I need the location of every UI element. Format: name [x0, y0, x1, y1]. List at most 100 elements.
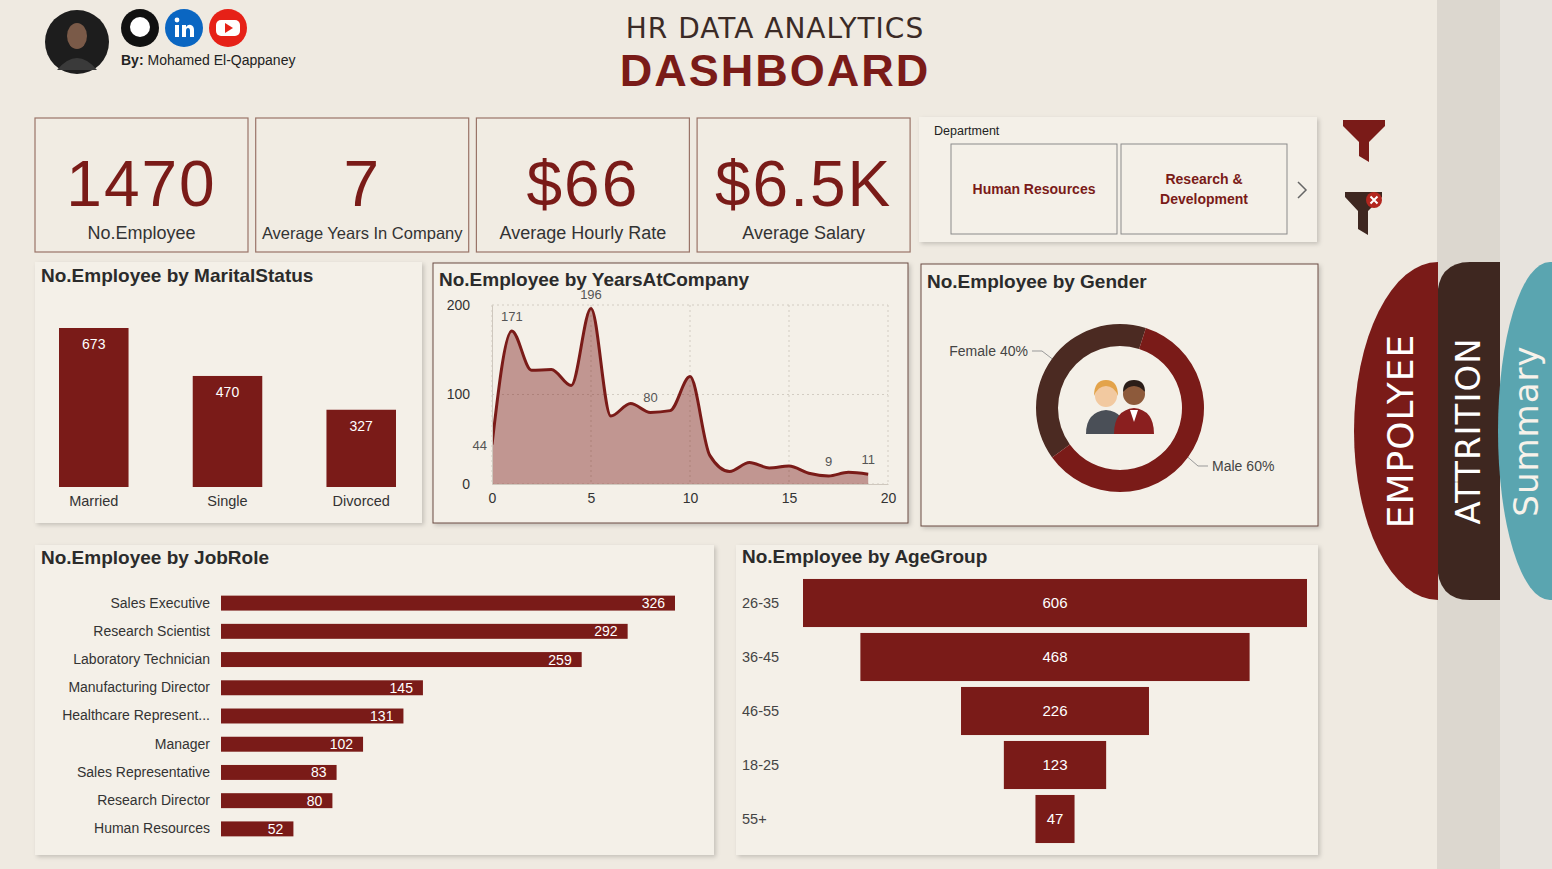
tab-attrition[interactable]	[1437, 262, 1500, 600]
data-label: Female40%	[949, 343, 1028, 359]
panel-frame	[736, 545, 1318, 855]
youtube-icon-mark	[225, 23, 233, 33]
tab-employee[interactable]	[1354, 262, 1438, 600]
slicer-title: Department	[934, 124, 1000, 138]
x-tick-label: 15	[782, 490, 798, 506]
area-series	[492, 309, 868, 484]
chart-title: No.Employee by MaritalStatus	[41, 265, 313, 286]
category-label: 18-25	[742, 757, 779, 773]
dashboard-title: HR DATA ANALYTICS	[626, 12, 924, 45]
icon-collar	[1130, 410, 1138, 422]
y-tick-label: 0	[462, 476, 470, 492]
data-label: 123	[1042, 756, 1067, 773]
tab-label[interactable]: ATTRITION	[1448, 337, 1488, 524]
chart-title: No.Employee by JobRole	[41, 547, 269, 568]
x-tick: Married	[69, 487, 118, 509]
slicer-button[interactable]	[1121, 144, 1287, 234]
x-tick-label: Single	[207, 493, 247, 509]
x-axis: 0 5 10 15 20	[489, 484, 897, 506]
bar	[326, 410, 396, 487]
funnel-bar	[860, 633, 1249, 681]
chart-title: No.Employee by Gender	[927, 271, 1147, 292]
x-tick: 5	[588, 484, 596, 506]
github-icon[interactable]	[121, 9, 159, 47]
text-line: Development	[1160, 191, 1248, 207]
donut	[1036, 324, 1204, 492]
slicer-next[interactable]	[1298, 182, 1306, 198]
bar	[221, 765, 337, 780]
dashboard-subtitle: DASHBOARD	[620, 45, 931, 96]
bar	[221, 596, 675, 611]
y-axis-line	[492, 306, 493, 485]
line	[492, 309, 868, 476]
x-tick-label: 20	[881, 490, 897, 506]
category-label: 46-55	[742, 703, 779, 719]
chart-panel: No.Employee by YearsAtCompany01002000510…	[433, 263, 908, 523]
y-tick: Manufacturing Director	[68, 679, 221, 695]
x-tick: 10	[683, 484, 699, 506]
kpi-value: 7	[343, 148, 381, 220]
funnel-bar	[1035, 795, 1074, 843]
chart-panel: No.Employee by MaritalStatus673470327Mar…	[35, 262, 422, 523]
data-label: 196	[580, 287, 602, 302]
data-label: 259	[548, 652, 572, 668]
bar	[193, 376, 263, 487]
data-label: 44	[473, 438, 487, 453]
x-tick-label: 5	[588, 490, 596, 506]
y-tick: Research Scientist	[93, 623, 221, 639]
linkedin-icon-mark	[182, 25, 194, 37]
tab-summary[interactable]	[1498, 262, 1552, 600]
data-label: 145	[390, 680, 414, 696]
filter-icon[interactable]	[1343, 120, 1385, 162]
y-tick-label: Sales Representative	[77, 764, 210, 780]
x-tick: Single	[207, 487, 247, 509]
slicer-option[interactable]: Research &Development	[1160, 171, 1248, 207]
bar	[221, 737, 363, 752]
y-tick-label: Healthcare Represent...	[62, 707, 210, 723]
youtube-icon[interactable]	[209, 9, 247, 47]
y-tick-label: Manufacturing Director	[68, 679, 210, 695]
kpi-card: $66Average Hourly Rate	[476, 118, 689, 252]
x-tick: 0	[489, 484, 497, 506]
tab-label[interactable]: EMPOLYEE	[1380, 334, 1421, 529]
kpi-frame	[256, 118, 469, 252]
data-label: 292	[594, 623, 618, 639]
side-strip	[1437, 0, 1500, 869]
kpi-frame	[697, 118, 910, 252]
icon-body	[1114, 408, 1154, 434]
youtube-icon-mark	[216, 20, 240, 36]
value-label: 40%	[1000, 343, 1028, 359]
y-tick-label: Laboratory Technician	[73, 651, 210, 667]
category-label: Female	[949, 343, 996, 359]
x-grid-line	[789, 305, 790, 484]
y-tick-label: Human Resources	[94, 820, 210, 836]
data-label: 470	[216, 384, 240, 400]
data-label: 131	[370, 708, 394, 724]
y-tick: Sales Representative	[77, 764, 221, 780]
y-tick: Healthcare Represent...	[62, 707, 221, 723]
x-tick: 20	[881, 484, 897, 506]
kpi-value: 1470	[66, 148, 216, 220]
data-label: 9	[825, 454, 832, 469]
y-tick: Laboratory Technician	[73, 651, 221, 667]
gender-icon	[1086, 380, 1154, 434]
data-label: 11	[861, 452, 875, 467]
y-tick-label: Sales Executive	[110, 595, 210, 611]
funnel-bars	[803, 579, 1307, 843]
data-label: 171	[501, 309, 523, 324]
y-tick: Human Resources	[94, 820, 221, 836]
clear-filter-icon[interactable]	[1345, 192, 1382, 235]
x-grid-line	[888, 305, 889, 484]
y-tick-label: Research Director	[97, 792, 210, 808]
slice	[1052, 328, 1204, 492]
slicer-button[interactable]	[951, 144, 1117, 234]
author-name: Mohamed El-Qappaney	[148, 52, 296, 68]
bar	[59, 328, 129, 487]
tab-label[interactable]: Summary	[1506, 345, 1546, 516]
slicer-option[interactable]: Human Resources	[973, 181, 1096, 197]
linkedin-icon[interactable]	[165, 9, 203, 47]
github-icon-inner	[130, 17, 150, 37]
data-label: 83	[311, 764, 327, 780]
y-tick-label: 200	[447, 297, 471, 313]
x-tick: Divorced	[333, 487, 390, 509]
